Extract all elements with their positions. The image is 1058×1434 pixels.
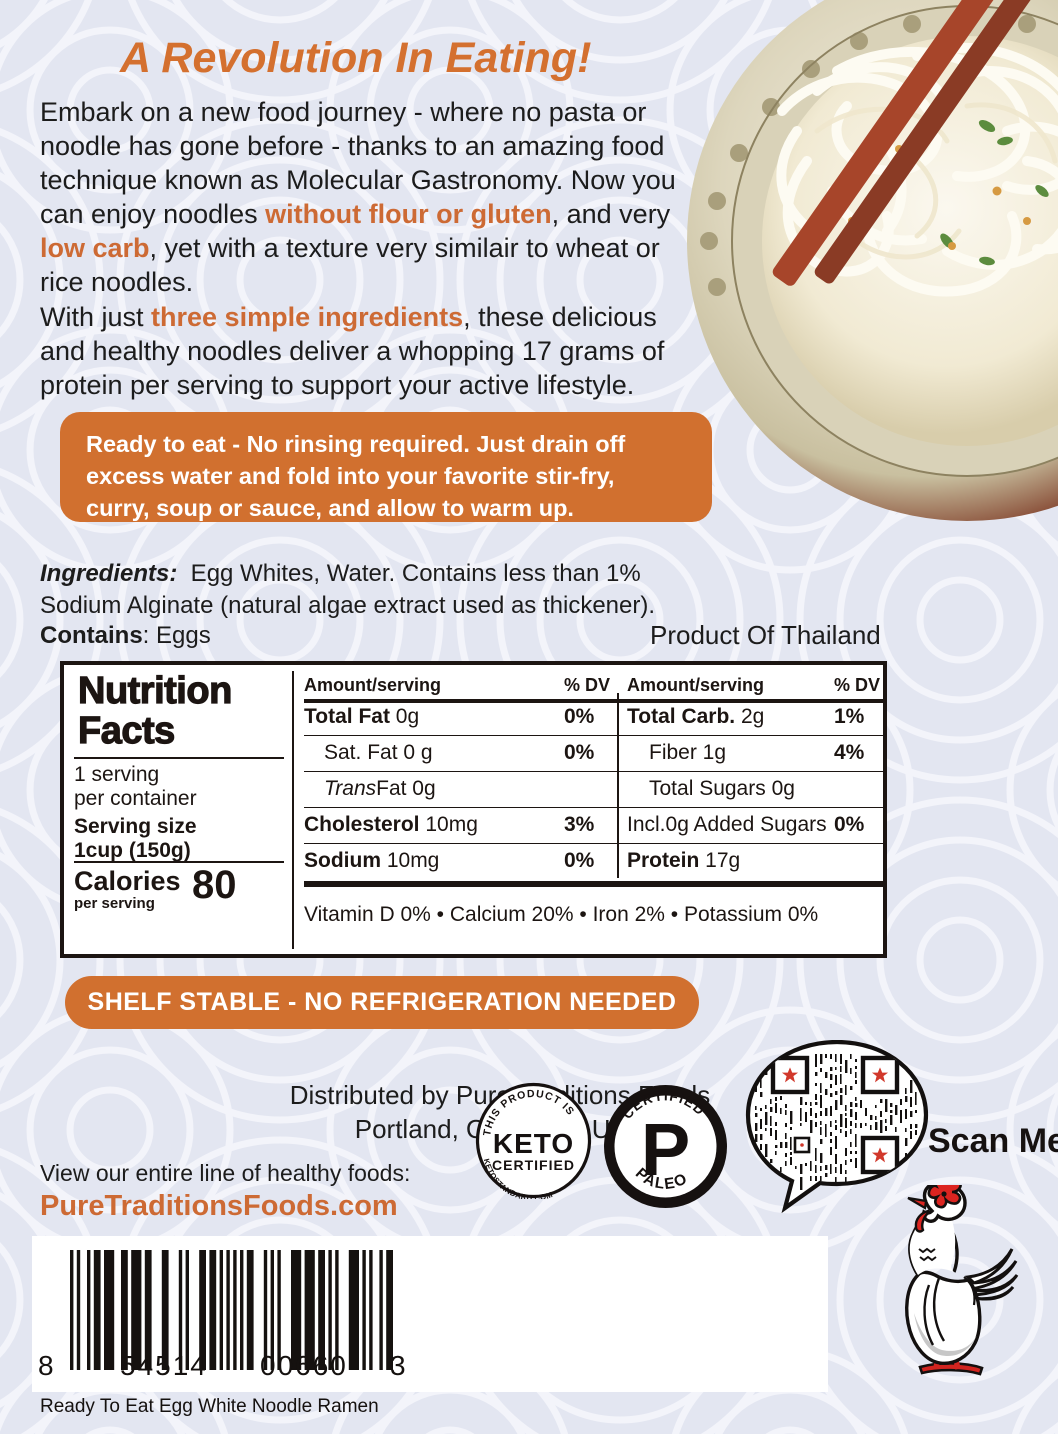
svg-text:KETO: KETO [493, 1128, 574, 1159]
svg-text:CERTIFIED: CERTIFIED [492, 1157, 575, 1173]
